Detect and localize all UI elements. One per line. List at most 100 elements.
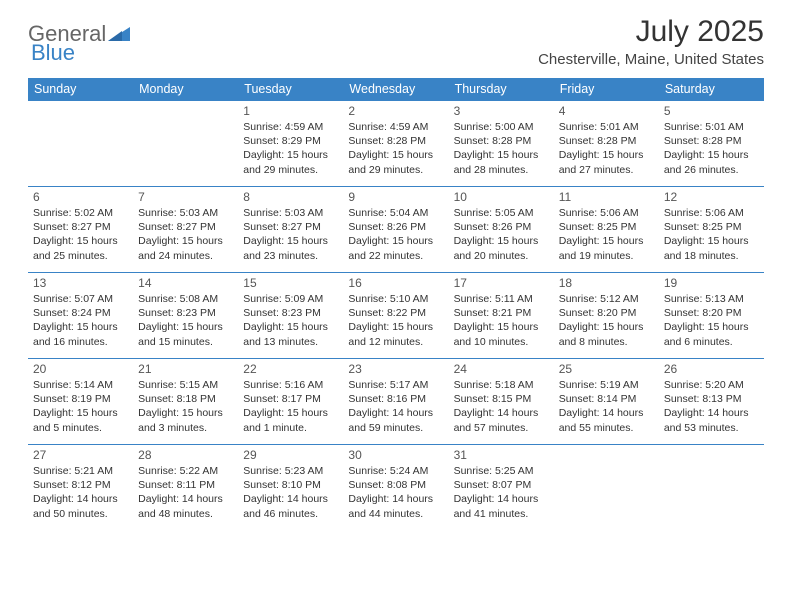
day-info: Sunrise: 5:12 AMSunset: 8:20 PMDaylight:… [559, 292, 654, 349]
day-info: Sunrise: 5:02 AMSunset: 8:27 PMDaylight:… [33, 206, 128, 263]
day-cell: 21Sunrise: 5:15 AMSunset: 8:18 PMDayligh… [133, 359, 238, 445]
day-number: 16 [348, 276, 443, 290]
day-cell [28, 101, 133, 187]
day-number: 30 [348, 448, 443, 462]
day-cell: 13 Sunrise: 5:07 AMSunset: 8:24 PMDayligh… [28, 273, 133, 359]
day-cell: 8 Sunrise: 5:03 AMSunset: 8:27 PMDaylight… [238, 187, 343, 273]
day-number: 18 [559, 276, 654, 290]
day-info: Sunrise: 5:03 AMSunset: 8:27 PMDaylight:… [138, 206, 233, 263]
day-number: 27 [33, 448, 128, 462]
day-info: Sunrise: 5:13 AMSunset: 8:20 PMDaylight:… [664, 292, 759, 349]
day-info: Sunrise: 5:04 AMSunset: 8:26 PMDaylight:… [348, 206, 443, 263]
day-info: Sunrise: 5:17 AMSunset: 8:16 PMDaylight:… [348, 378, 443, 435]
day-header: Friday [554, 78, 659, 101]
day-header: Sunday [28, 78, 133, 101]
day-header: Monday [133, 78, 238, 101]
day-info: Sunrise: 5:15 AMSunset: 8:18 PMDaylight:… [138, 378, 233, 435]
day-cell: 5 Sunrise: 5:01 AMSunset: 8:28 PMDaylight… [659, 101, 764, 187]
day-cell: 24Sunrise: 5:18 AMSunset: 8:15 PMDayligh… [449, 359, 554, 445]
day-info: Sunrise: 5:14 AMSunset: 8:19 PMDaylight:… [33, 378, 128, 435]
day-info: Sunrise: 5:16 AMSunset: 8:17 PMDaylight:… [243, 378, 338, 435]
day-info: Sunrise: 5:20 AMSunset: 8:13 PMDaylight:… [664, 378, 759, 435]
day-info: Sunrise: 5:25 AMSunset: 8:07 PMDaylight:… [454, 464, 549, 521]
day-cell: 12 Sunrise: 5:06 AMSunset: 8:25 PMDayligh… [659, 187, 764, 273]
day-info: Sunrise: 5:19 AMSunset: 8:14 PMDaylight:… [559, 378, 654, 435]
day-info: Sunrise: 4:59 AMSunset: 8:29 PMDaylight:… [243, 120, 338, 177]
calendar: SundayMondayTuesdayWednesdayThursdayFrid… [0, 72, 792, 531]
day-cell: 9 Sunrise: 5:04 AMSunset: 8:26 PMDaylight… [343, 187, 448, 273]
calendar-body: 1 Sunrise: 4:59 AMSunset: 8:29 PMDaylight… [28, 101, 764, 531]
day-number: 10 [454, 190, 549, 204]
day-number: 9 [348, 190, 443, 204]
day-info: Sunrise: 4:59 AMSunset: 8:28 PMDaylight:… [348, 120, 443, 177]
day-number: 31 [454, 448, 549, 462]
day-info: Sunrise: 5:08 AMSunset: 8:23 PMDaylight:… [138, 292, 233, 349]
day-cell: 15 Sunrise: 5:09 AMSunset: 8:23 PMDayligh… [238, 273, 343, 359]
day-info: Sunrise: 5:05 AMSunset: 8:26 PMDaylight:… [454, 206, 549, 263]
day-info: Sunrise: 5:09 AMSunset: 8:23 PMDaylight:… [243, 292, 338, 349]
day-number: 28 [138, 448, 233, 462]
day-cell: 2 Sunrise: 4:59 AMSunset: 8:28 PMDaylight… [343, 101, 448, 187]
day-header: Thursday [449, 78, 554, 101]
day-cell: 7 Sunrise: 5:03 AMSunset: 8:27 PMDaylight… [133, 187, 238, 273]
day-number: 4 [559, 104, 654, 118]
day-header: Tuesday [238, 78, 343, 101]
title-block: July 2025 Chesterville, Maine, United St… [538, 15, 764, 68]
day-header: Wednesday [343, 78, 448, 101]
day-cell [659, 445, 764, 531]
day-info: Sunrise: 5:03 AMSunset: 8:27 PMDaylight:… [243, 206, 338, 263]
day-number: 26 [664, 362, 759, 376]
day-info: Sunrise: 5:07 AMSunset: 8:24 PMDaylight:… [33, 292, 128, 349]
day-number: 2 [348, 104, 443, 118]
day-info: Sunrise: 5:01 AMSunset: 8:28 PMDaylight:… [559, 120, 654, 177]
day-number: 14 [138, 276, 233, 290]
day-number: 29 [243, 448, 338, 462]
day-cell: 1 Sunrise: 4:59 AMSunset: 8:29 PMDaylight… [238, 101, 343, 187]
day-cell: 22Sunrise: 5:16 AMSunset: 8:17 PMDayligh… [238, 359, 343, 445]
day-cell [554, 445, 659, 531]
week-row: 6Sunrise: 5:02 AMSunset: 8:27 PMDaylight… [28, 187, 764, 273]
day-cell: 23 Sunrise: 5:17 AMSunset: 8:16 PMDayligh… [343, 359, 448, 445]
day-cell: 6Sunrise: 5:02 AMSunset: 8:27 PMDaylight… [28, 187, 133, 273]
day-info: Sunrise: 5:01 AMSunset: 8:28 PMDaylight:… [664, 120, 759, 177]
day-number: 13 [33, 276, 128, 290]
day-number: 8 [243, 190, 338, 204]
day-cell: 11 Sunrise: 5:06 AMSunset: 8:25 PMDayligh… [554, 187, 659, 273]
day-cell: 19 Sunrise: 5:13 AMSunset: 8:20 PMDayligh… [659, 273, 764, 359]
day-cell [133, 101, 238, 187]
day-number: 23 [348, 362, 443, 376]
day-cell: 17 Sunrise: 5:11 AMSunset: 8:21 PMDayligh… [449, 273, 554, 359]
day-number: 7 [138, 190, 233, 204]
day-cell: 3Sunrise: 5:00 AMSunset: 8:28 PMDaylight… [449, 101, 554, 187]
day-cell: 27 Sunrise: 5:21 AMSunset: 8:12 PMDayligh… [28, 445, 133, 531]
day-number: 15 [243, 276, 338, 290]
day-info: Sunrise: 5:06 AMSunset: 8:25 PMDaylight:… [664, 206, 759, 263]
day-number: 11 [559, 190, 654, 204]
day-number: 19 [664, 276, 759, 290]
day-cell: 18 Sunrise: 5:12 AMSunset: 8:20 PMDayligh… [554, 273, 659, 359]
day-info: Sunrise: 5:21 AMSunset: 8:12 PMDaylight:… [33, 464, 128, 521]
day-info: Sunrise: 5:11 AMSunset: 8:21 PMDaylight:… [454, 292, 549, 349]
days-of-week-row: SundayMondayTuesdayWednesdayThursdayFrid… [28, 78, 764, 101]
day-number: 25 [559, 362, 654, 376]
day-cell: 25 Sunrise: 5:19 AMSunset: 8:14 PMDayligh… [554, 359, 659, 445]
day-info: Sunrise: 5:22 AMSunset: 8:11 PMDaylight:… [138, 464, 233, 521]
day-cell: 29Sunrise: 5:23 AMSunset: 8:10 PMDayligh… [238, 445, 343, 531]
day-number: 20 [33, 362, 128, 376]
week-row: 20 Sunrise: 5:14 AMSunset: 8:19 PMDayligh… [28, 359, 764, 445]
week-row: 1 Sunrise: 4:59 AMSunset: 8:29 PMDaylight… [28, 101, 764, 187]
day-number: 1 [243, 104, 338, 118]
day-cell: 20 Sunrise: 5:14 AMSunset: 8:19 PMDayligh… [28, 359, 133, 445]
day-number: 5 [664, 104, 759, 118]
day-cell: 30Sunrise: 5:24 AMSunset: 8:08 PMDayligh… [343, 445, 448, 531]
header: General July 2025 Chesterville, Maine, U… [0, 0, 792, 72]
day-number: 12 [664, 190, 759, 204]
day-number: 24 [454, 362, 549, 376]
day-cell: 31 Sunrise: 5:25 AMSunset: 8:07 PMDayligh… [449, 445, 554, 531]
day-number: 17 [454, 276, 549, 290]
week-row: 13 Sunrise: 5:07 AMSunset: 8:24 PMDayligh… [28, 273, 764, 359]
day-info: Sunrise: 5:06 AMSunset: 8:25 PMDaylight:… [559, 206, 654, 263]
logo-triangle-icon [108, 21, 130, 47]
day-cell: 14 Sunrise: 5:08 AMSunset: 8:23 PMDayligh… [133, 273, 238, 359]
week-row: 27 Sunrise: 5:21 AMSunset: 8:12 PMDayligh… [28, 445, 764, 531]
